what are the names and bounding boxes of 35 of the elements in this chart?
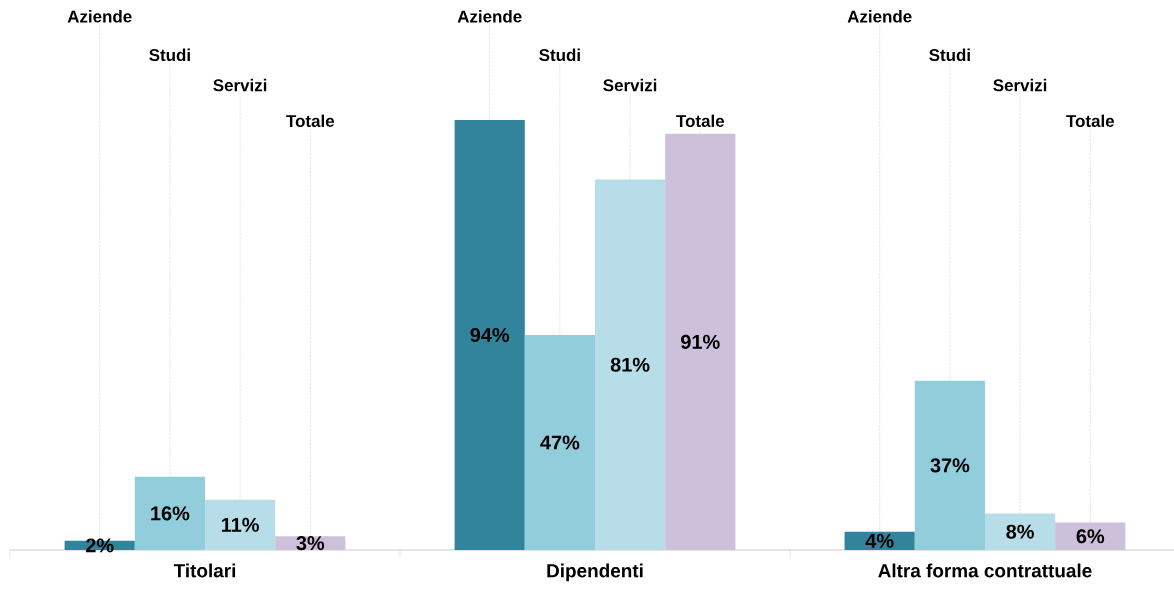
- data-label: 8%: [1006, 524, 1034, 539]
- x-tick-label: Dipendenti: [547, 563, 643, 582]
- data-label: 6%: [1076, 529, 1105, 544]
- series-label: Totale: [676, 114, 725, 128]
- bar: [914, 380, 985, 550]
- text: Aziende: [67, 10, 132, 23]
- bar: [524, 335, 595, 550]
- data-label: 11%: [221, 517, 259, 532]
- text: Servizi: [603, 78, 657, 92]
- text: Studi: [149, 48, 190, 62]
- bar: [134, 476, 205, 550]
- data-label: 16%: [151, 506, 190, 521]
- bar: [665, 133, 736, 550]
- text: Servizi: [993, 78, 1047, 92]
- data-label: 4%: [865, 533, 894, 548]
- data-label: 3%: [296, 536, 325, 551]
- data-label: 94%: [470, 327, 510, 343]
- x-tick-label: Altra forma contrattuale: [878, 563, 1092, 578]
- text: Totale: [286, 114, 335, 128]
- data-label: 2%: [85, 538, 114, 553]
- data-label: 91%: [681, 334, 720, 349]
- x-tick-label: Titolari: [173, 563, 236, 578]
- data-label: 47%: [540, 435, 580, 450]
- text: Studi: [929, 48, 970, 62]
- bar: [454, 120, 525, 550]
- text: Totale: [1066, 114, 1115, 128]
- text: Servizi: [213, 78, 267, 92]
- bar: [594, 179, 666, 550]
- data-label: 37%: [930, 458, 970, 473]
- text: Aziende: [847, 10, 912, 23]
- bar: [984, 513, 1056, 550]
- text: Studi: [539, 48, 580, 62]
- text: Aziende: [457, 10, 522, 23]
- data-label: 81%: [610, 357, 650, 372]
- bar: [205, 499, 276, 550]
